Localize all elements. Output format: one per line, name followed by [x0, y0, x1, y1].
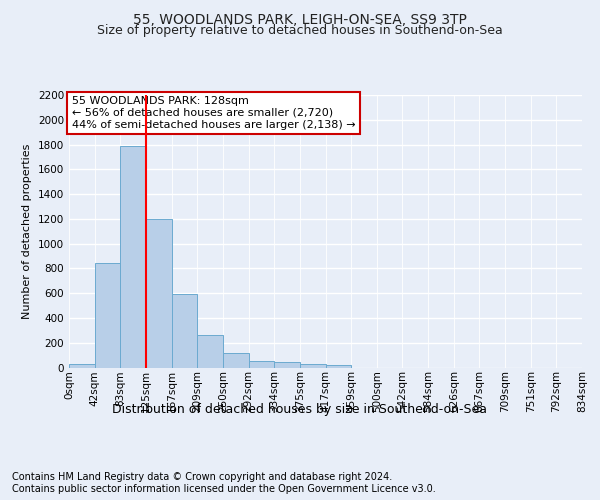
Text: 55 WOODLANDS PARK: 128sqm
← 56% of detached houses are smaller (2,720)
44% of se: 55 WOODLANDS PARK: 128sqm ← 56% of detac… — [71, 96, 355, 130]
Bar — [274, 362, 300, 368]
Bar — [325, 366, 351, 368]
Bar — [197, 336, 223, 368]
Bar — [223, 352, 248, 368]
Text: Contains public sector information licensed under the Open Government Licence v3: Contains public sector information licen… — [12, 484, 436, 494]
Bar — [69, 364, 95, 368]
Bar — [248, 362, 274, 368]
Text: Contains HM Land Registry data © Crown copyright and database right 2024.: Contains HM Land Registry data © Crown c… — [12, 472, 392, 482]
Bar — [95, 263, 121, 368]
Text: Size of property relative to detached houses in Southend-on-Sea: Size of property relative to detached ho… — [97, 24, 503, 37]
Text: Distribution of detached houses by size in Southend-on-Sea: Distribution of detached houses by size … — [113, 402, 487, 415]
Bar — [146, 219, 172, 368]
Bar — [172, 294, 197, 368]
Bar — [121, 146, 146, 368]
Text: 55, WOODLANDS PARK, LEIGH-ON-SEA, SS9 3TP: 55, WOODLANDS PARK, LEIGH-ON-SEA, SS9 3T… — [133, 12, 467, 26]
Bar — [300, 364, 325, 368]
Y-axis label: Number of detached properties: Number of detached properties — [22, 144, 32, 319]
